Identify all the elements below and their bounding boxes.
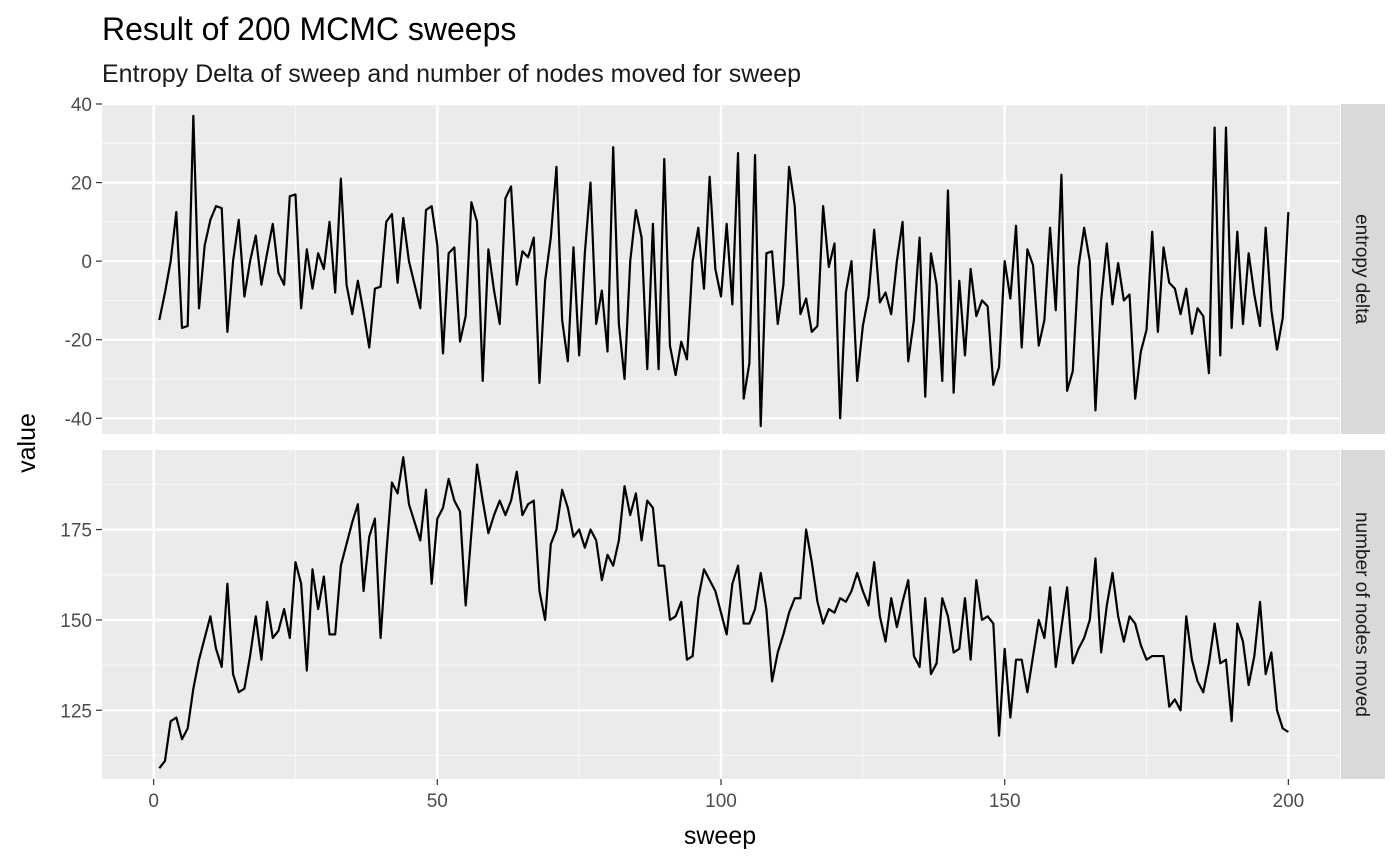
x-tick-label: 200 — [1273, 791, 1305, 812]
y-tick-label: 125 — [60, 701, 92, 722]
facet-panels: -40 -20 0 20 40 entropy delta 125 150 175 number … — [60, 95, 1385, 779]
facet-strip-label: entropy delta — [1351, 214, 1372, 324]
chart-subtitle: Entropy Delta of sweep and number of nod… — [102, 60, 801, 88]
facet-strip — [1341, 450, 1385, 779]
x-tick-label: 0 — [148, 791, 159, 812]
y-tick-label: -20 — [65, 331, 92, 352]
x-tick-label: 50 — [427, 791, 448, 812]
y-tick-label: -40 — [65, 409, 92, 430]
facet-strip-label: number of nodes moved — [1351, 512, 1372, 717]
x-tick-label: 100 — [705, 791, 737, 812]
panel-1: -40 -20 0 20 40 entropy delta — [65, 95, 1385, 434]
x-axis: 0 50 100 150 200 — [148, 779, 1304, 812]
chart-title: Result of 200 MCMC sweeps — [102, 11, 516, 47]
series-line — [158, 456, 1289, 769]
panel-2: 125 150 175 number of nodes moved — [60, 450, 1385, 779]
x-axis-title: sweep — [684, 822, 756, 850]
x-tick-label: 150 — [989, 791, 1021, 812]
y-tick-label: 20 — [71, 174, 92, 195]
facet-strip — [1341, 104, 1385, 434]
y-tick-label: 175 — [60, 521, 92, 542]
y-tick-label: 150 — [60, 611, 92, 632]
y-tick-label: 40 — [71, 95, 92, 116]
y-axis-title: value — [13, 413, 41, 473]
y-tick-label: 0 — [81, 252, 92, 273]
series-line — [158, 114, 1290, 428]
